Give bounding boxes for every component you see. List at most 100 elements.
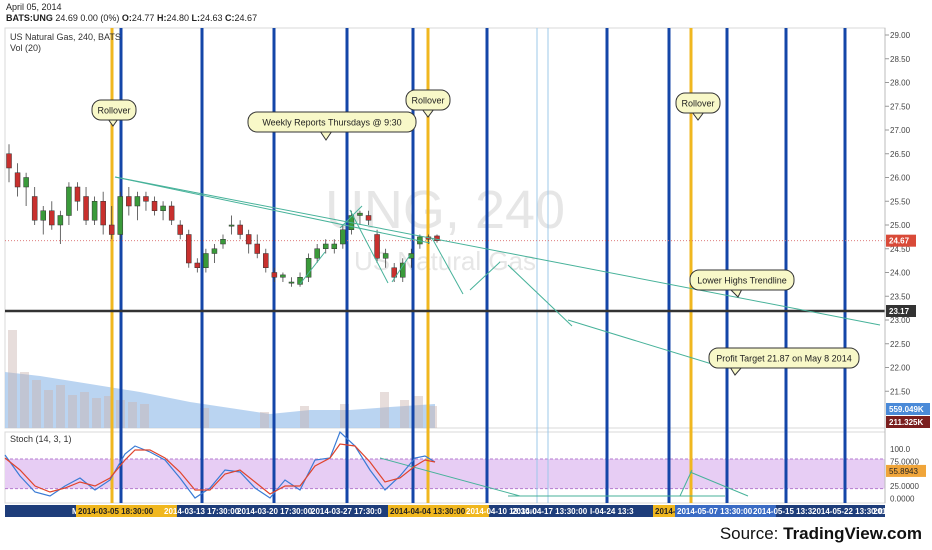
candle-body <box>314 248 320 259</box>
volume-bar-19 <box>428 406 437 428</box>
candle-body <box>177 224 183 235</box>
trend-line-3 <box>339 205 363 229</box>
callout-2: Rollover <box>405 89 451 118</box>
candle-29 <box>254 234 260 259</box>
callouts: Rollover Weekly Reports Thursdays @ 9:30 R… <box>91 89 860 376</box>
x-label-3: 2014-03-20 17:30:00 <box>237 507 313 516</box>
volume-tag-2-bg <box>886 416 930 428</box>
candle-body <box>220 239 226 245</box>
candle-body <box>168 205 175 221</box>
callout-5: Profit Target 21.87 on May 8 2014 <box>708 347 860 376</box>
x-label-9: 2014- <box>655 507 676 516</box>
candle-body <box>211 248 218 254</box>
trend-line-7 <box>469 261 501 291</box>
last-price-tag-bg <box>886 234 916 247</box>
stoch-tick-55.8943: 55.8943 <box>889 467 918 476</box>
candle-3 <box>31 187 38 225</box>
candle-body <box>57 215 64 226</box>
volume-bar-12 <box>200 408 209 428</box>
volume-bar-5 <box>68 395 77 428</box>
candle-body <box>374 234 380 259</box>
candle-body <box>322 243 329 249</box>
price-tick-23.00: 23.00 <box>890 316 911 325</box>
trend-line-10 <box>379 457 521 497</box>
candle-body <box>271 272 278 278</box>
volume-tag-1-text: 559.049K <box>889 405 924 414</box>
stoch-band <box>5 459 885 489</box>
candle-body <box>6 153 12 169</box>
stoch-tick-100.0: 100.0 <box>890 445 911 454</box>
candle-body <box>151 201 158 211</box>
x-label-11: 2014-05-15 13:3 <box>753 507 813 516</box>
candle-body <box>391 267 397 278</box>
volume-bar-16 <box>380 392 389 428</box>
trend-line-6 <box>431 237 464 295</box>
x-label-2: 2014-03-13 17:30:00 <box>164 507 240 516</box>
candle-17 <box>151 196 158 216</box>
candle-body <box>228 224 235 227</box>
volume-bar-13 <box>260 412 269 428</box>
volume-tag-1-bg <box>886 403 930 415</box>
header-symbol: BATS:UNG <box>6 13 53 23</box>
candle-33 <box>288 277 295 287</box>
callout-box <box>675 92 721 114</box>
x-label-7: 2014-04-17 13:30:00 <box>512 507 588 516</box>
candles-group <box>6 144 440 287</box>
legend-vol: Vol (20) <box>10 43 41 53</box>
price-tick-26.00: 26.00 <box>890 174 911 183</box>
candle-body <box>66 186 72 216</box>
x-label-8: I-04-24 13:3 <box>590 507 634 516</box>
price-tick-24.00: 24.00 <box>890 269 911 278</box>
volume-bar-6 <box>80 392 89 428</box>
stoch-d-line <box>4 443 436 495</box>
candle-27 <box>237 220 243 240</box>
candle-body <box>263 253 269 268</box>
callout-box <box>247 111 417 133</box>
x-label-1: 2014-03-05 18:30:00 <box>78 507 154 516</box>
candle-body <box>331 243 338 249</box>
x-label-bg-1 <box>76 505 177 517</box>
callout-text: Rollover <box>411 96 444 106</box>
header-h-val: 24.80 <box>166 13 189 23</box>
candle-19 <box>168 201 175 225</box>
price-tick-28.50: 28.50 <box>890 55 911 64</box>
candle-body <box>434 235 440 241</box>
volume-bar-18 <box>414 396 423 428</box>
candle-body <box>100 201 106 226</box>
candle-23 <box>203 248 209 273</box>
trend-line-1 <box>114 176 431 244</box>
price-tick-25.50: 25.50 <box>890 197 911 206</box>
price-tick-21.50: 21.50 <box>890 387 911 396</box>
candle-body <box>83 196 89 221</box>
candle-14 <box>126 187 132 216</box>
trend-line-4 <box>349 209 389 284</box>
candle-4 <box>40 206 46 235</box>
candle-body <box>160 205 166 211</box>
volume-bar-15 <box>340 404 349 428</box>
header-o-val: 24.77 <box>131 13 155 23</box>
price-tick-28.00: 28.00 <box>890 79 911 88</box>
x-label-bg-5 <box>388 505 489 517</box>
header-o-label: O: <box>121 13 132 23</box>
candle-body <box>143 196 149 202</box>
callout-4: Lower Highs Trendline <box>689 269 795 298</box>
candle-body <box>14 172 21 188</box>
candle-41 <box>357 210 363 225</box>
level-tag-bg <box>886 305 916 317</box>
callout-box <box>708 347 860 369</box>
candle-39 <box>340 225 346 249</box>
price-tick-22.00: 22.00 <box>890 364 911 373</box>
candle-body <box>108 224 115 235</box>
level-tag: 23.17 <box>886 305 916 317</box>
candle-body <box>31 196 38 221</box>
candle-body <box>340 229 346 245</box>
candle-42 <box>365 210 372 225</box>
legend-stoch: Stoch (14, 3, 1) <box>10 434 72 444</box>
callout-box <box>91 99 137 121</box>
volume-bar-1 <box>20 372 29 428</box>
trend-line-5 <box>391 254 411 283</box>
candle-body <box>23 177 29 188</box>
